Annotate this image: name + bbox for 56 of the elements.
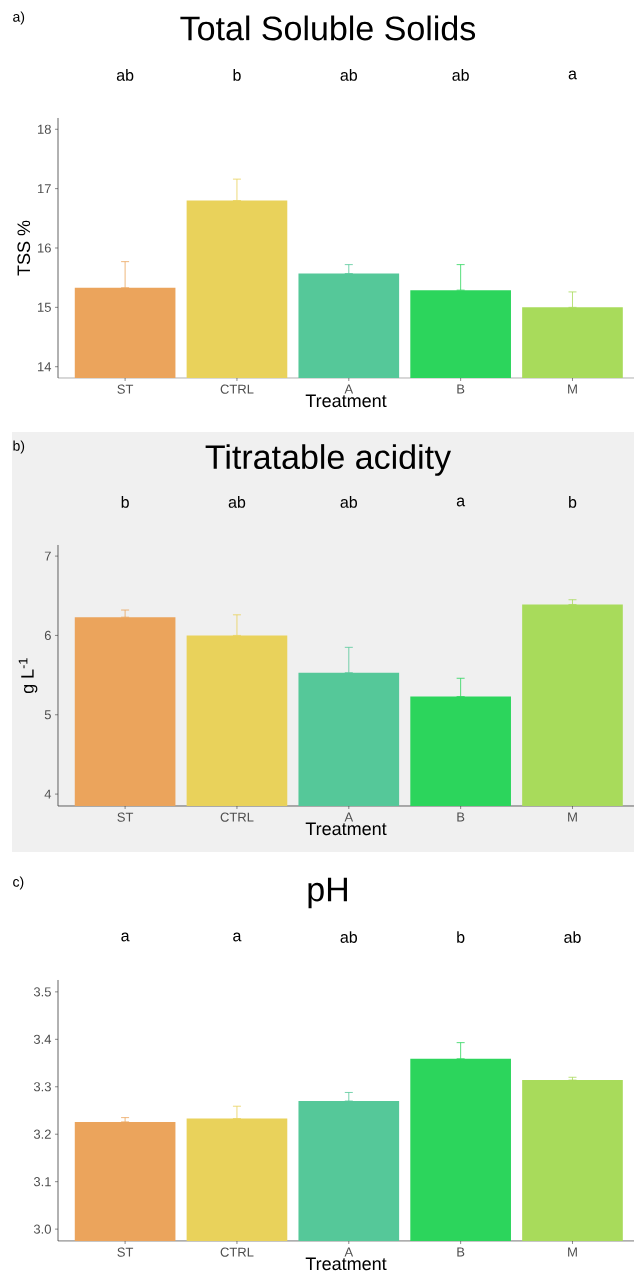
y-tick-label: 3.3	[33, 1082, 51, 1092]
chart-title: Total Soluble Solids	[180, 15, 475, 41]
chart-title: pH	[308, 877, 347, 909]
text: c)	[12, 876, 24, 890]
text: ab	[116, 69, 134, 81]
text: ab	[340, 496, 357, 508]
x-axis-title: Treatment	[305, 394, 387, 408]
y-tick-label: 4	[44, 789, 51, 799]
text: b	[457, 931, 465, 943]
x-axis-title: Treatment	[305, 1257, 387, 1271]
x-tick-label: ST	[117, 384, 133, 394]
text: a	[568, 70, 577, 80]
y-tick-label: 7	[44, 551, 51, 561]
text: b	[568, 496, 577, 508]
y-tick-label: 3.0	[33, 1224, 51, 1234]
text: a	[456, 497, 465, 507]
x-tick-label: M	[567, 384, 577, 394]
y-tick-label: 15	[37, 302, 51, 312]
x-tick-label: CTRL	[220, 1247, 254, 1257]
x-tick-label: B	[457, 812, 465, 822]
text: a	[232, 932, 242, 942]
y-tick-label: 3.1	[33, 1177, 51, 1187]
text: b)	[13, 440, 24, 454]
x-tick-label: M	[567, 812, 577, 822]
x-tick-label: A	[344, 812, 353, 822]
y-tick-label: 5	[44, 710, 51, 720]
text: ab	[564, 931, 581, 943]
y-tick-label: 16	[37, 243, 51, 253]
y-axis-title: g L$^{-1}$	[18, 658, 38, 694]
x-tick-label: ST	[117, 1247, 133, 1257]
y-axis-title: TSS %	[17, 220, 30, 276]
x-tick-label: A	[344, 384, 353, 394]
chart-title: Titratable acidity	[205, 444, 451, 476]
x-tick-label: B	[457, 384, 465, 394]
text: ab	[452, 69, 469, 81]
y-tick-label: 3.4	[33, 1034, 51, 1044]
text: ab	[340, 931, 357, 943]
y-tick-label: 18	[37, 124, 51, 134]
text: a	[121, 932, 130, 942]
y-tick-label: 17	[37, 184, 51, 194]
text: ab	[340, 69, 357, 81]
y-tick-label: 3.5	[33, 987, 51, 997]
x-tick-label: M	[567, 1247, 577, 1257]
text: a)	[12, 11, 24, 25]
y-tick-label: 6	[44, 630, 51, 641]
text: ab	[228, 496, 245, 508]
x-axis-title: Treatment	[305, 822, 387, 836]
text: b	[233, 69, 241, 81]
y-tick-label: 3.2	[33, 1129, 51, 1139]
x-tick-label: ST	[117, 812, 133, 822]
x-tick-label: A	[344, 1247, 353, 1257]
x-tick-label: CTRL	[220, 812, 254, 822]
text: b	[121, 496, 129, 508]
x-tick-label: CTRL	[220, 384, 254, 394]
x-tick-label: B	[457, 1247, 465, 1257]
y-tick-label: 14	[37, 362, 51, 372]
